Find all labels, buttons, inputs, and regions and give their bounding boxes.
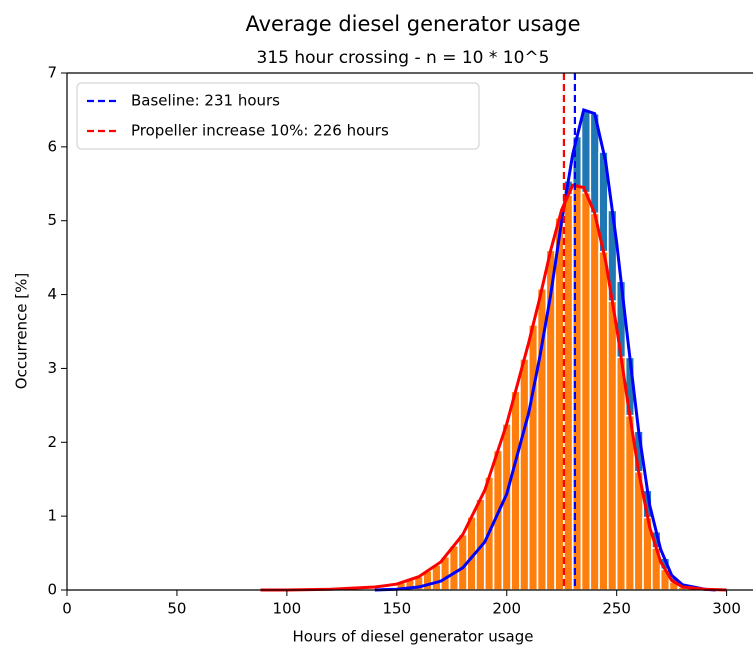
chart-subtitle: 315 hour crossing - n = 10 * 10^5: [257, 48, 550, 68]
legend-label: Baseline: 231 hours: [131, 92, 280, 110]
y-tick-label: 1: [47, 507, 57, 525]
x-tick-label: 50: [167, 600, 186, 618]
x-tick-label: 150: [382, 600, 411, 618]
y-tick-label: 4: [47, 285, 57, 303]
x-axis-label: Hours of diesel generator usage: [293, 628, 534, 646]
histogram-bar: [589, 212, 600, 591]
density-curve: [374, 107, 716, 592]
x-tick-label: 200: [492, 600, 521, 618]
density-curve: [260, 183, 727, 592]
x-tick-label: 0: [62, 600, 72, 618]
histogram-bar: [563, 194, 574, 591]
x-tick-label: 300: [712, 600, 741, 618]
chart-title: Average diesel generator usage: [245, 12, 580, 36]
legend-label: Propeller increase 10%: 226 hours: [131, 122, 389, 140]
x-tick-label: 250: [602, 600, 631, 618]
histogram-bar: [527, 324, 539, 591]
y-tick-label: 2: [47, 433, 57, 451]
histogram-bar: [607, 300, 618, 591]
y-tick-label: 3: [47, 359, 57, 377]
legend-box: [76, 82, 480, 150]
histogram-bar: [580, 191, 592, 591]
y-axis-label: Occurrence [%]: [13, 273, 31, 389]
histogram-bar: [448, 544, 460, 591]
histogram-bar: [519, 358, 530, 591]
histogram-bar: [598, 250, 609, 591]
histogram-bar: [554, 216, 565, 591]
x-tick-label: 100: [273, 600, 302, 618]
histogram-bar: [501, 423, 512, 591]
histogram-bar: [615, 356, 627, 591]
y-tick-label: 6: [47, 137, 57, 155]
y-tick-label: 5: [47, 211, 57, 229]
y-tick-label: 7: [47, 64, 57, 82]
y-tick-label: 0: [47, 581, 57, 599]
histogram-bar: [510, 390, 521, 591]
